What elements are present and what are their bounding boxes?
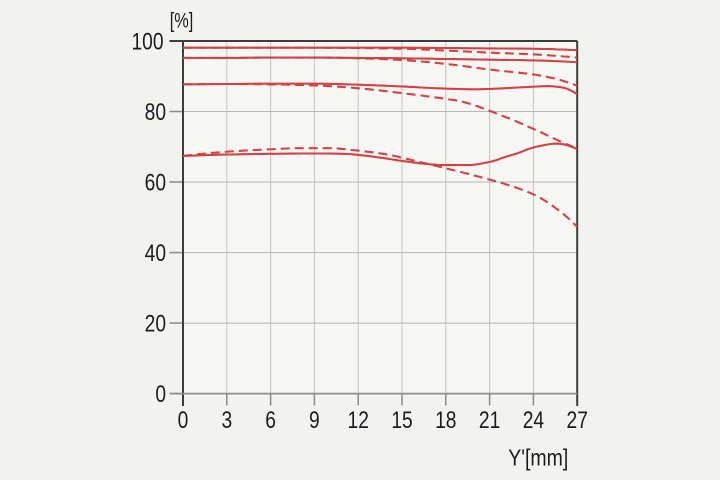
svg-text:27: 27 bbox=[567, 406, 588, 434]
svg-text:0: 0 bbox=[178, 406, 189, 434]
svg-text:0: 0 bbox=[155, 380, 166, 408]
svg-text:3: 3 bbox=[221, 406, 232, 434]
svg-text:18: 18 bbox=[435, 406, 456, 434]
svg-text:40: 40 bbox=[145, 239, 166, 267]
svg-text:12: 12 bbox=[348, 406, 369, 434]
svg-text:6: 6 bbox=[265, 406, 276, 434]
svg-text:Y'[mm]: Y'[mm] bbox=[508, 444, 568, 471]
svg-text:60: 60 bbox=[145, 169, 166, 197]
svg-text:21: 21 bbox=[479, 406, 500, 434]
svg-text:20: 20 bbox=[145, 310, 166, 338]
svg-text:100: 100 bbox=[131, 28, 163, 56]
svg-text:24: 24 bbox=[523, 406, 544, 434]
svg-text:80: 80 bbox=[145, 98, 166, 126]
svg-text:9: 9 bbox=[309, 406, 320, 434]
svg-text:15: 15 bbox=[391, 406, 412, 434]
svg-text:[%]: [%] bbox=[170, 9, 194, 33]
